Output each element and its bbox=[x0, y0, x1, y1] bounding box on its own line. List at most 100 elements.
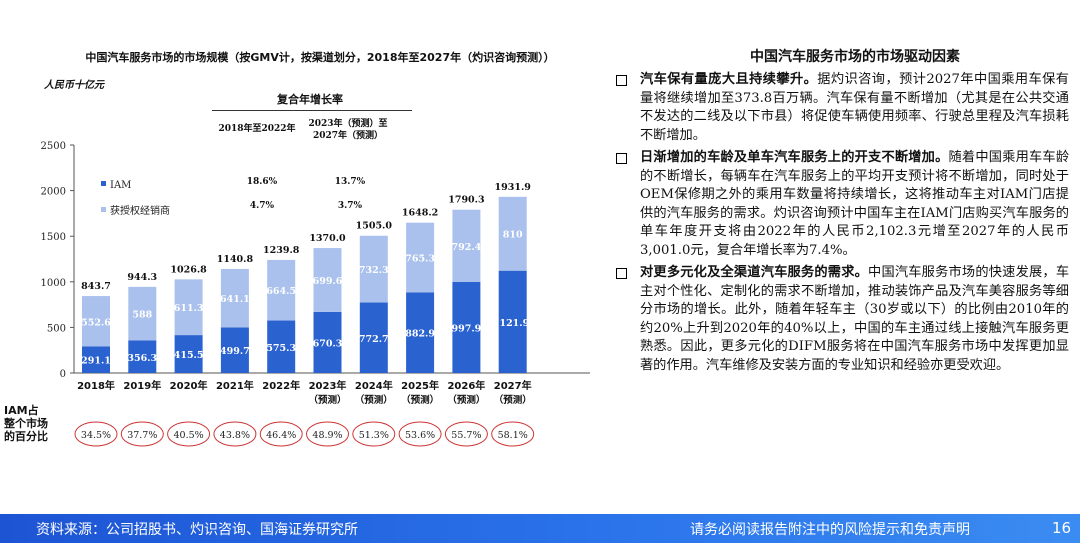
driver-body: 中国汽车服务市场的快速发展，车主对个性化、定制化的需求不断增加，推动装饰产品及汽… bbox=[640, 265, 1070, 373]
drivers-list: 汽车保有量庞大且持续攀升。据灼识咨询，预计2027年中国乘用车保有量将继续增加至… bbox=[614, 71, 1069, 379]
bar-dealer bbox=[220, 268, 249, 328]
data-label-total: 1931.9 bbox=[495, 182, 532, 193]
bar-iam bbox=[359, 302, 388, 373]
cagr-dealer-period-2: 3.7% bbox=[337, 201, 363, 211]
iam-share-value: 55.7% bbox=[451, 430, 481, 441]
bar-dealer bbox=[313, 248, 342, 312]
data-label-total: 944.3 bbox=[127, 272, 157, 283]
iam-share-circle bbox=[352, 421, 396, 447]
data-label-iam: 575.3 bbox=[266, 343, 296, 354]
bar-dealer bbox=[406, 222, 435, 293]
y-tick-label: 0 bbox=[60, 369, 66, 380]
x-tick-note: （预测） bbox=[401, 394, 439, 406]
iam-share-value: 51.3% bbox=[359, 430, 389, 441]
y-unit-label: 人民币十亿元 bbox=[44, 80, 104, 91]
data-label-total: 1239.8 bbox=[263, 245, 300, 256]
bar-dealer bbox=[128, 286, 157, 341]
legend-label-dealer: 获授权经销商 bbox=[110, 204, 170, 217]
driver-body: 随着中国乘用车车龄的不断增长，每辆车在汽车服务上的平均开支预计将不断增加，同时处… bbox=[640, 150, 1070, 258]
data-label-dealer: 732.3 bbox=[359, 265, 389, 276]
data-label-dealer: 765.3 bbox=[405, 254, 435, 265]
driver-heading: 汽车保有量庞大且持续攀升。 bbox=[640, 72, 818, 87]
driver-item: 日渐增加的车龄及单车汽车服务上的开支不断增加。随着中国乘用车车龄的不断增长，每辆… bbox=[614, 149, 1069, 260]
iam-share-circle bbox=[306, 421, 349, 447]
data-label-dealer: 641.1 bbox=[220, 294, 250, 305]
driver-item: 对更多元化及全渠道汽车服务的需求。中国汽车服务市场的快速发展，车主对个性化、定制… bbox=[614, 264, 1069, 375]
bar-iam bbox=[267, 320, 296, 373]
cagr-period-1: 2018年至2022年 bbox=[218, 124, 296, 134]
iam-share-label-line1: IAM占 bbox=[4, 404, 39, 417]
bar-dealer bbox=[359, 235, 388, 303]
iam-share-value: 53.6% bbox=[405, 430, 435, 441]
data-label-iam: 882.9 bbox=[405, 329, 435, 340]
y-tick-label: 2000 bbox=[41, 187, 66, 198]
iam-share-circle bbox=[213, 421, 257, 447]
data-label-iam: 670.3 bbox=[313, 338, 343, 349]
y-tick-label: 1000 bbox=[41, 278, 66, 289]
x-tick-label: 2022年 bbox=[262, 379, 300, 392]
iam-share-circle bbox=[167, 421, 211, 447]
iam-share-value: 46.4% bbox=[266, 430, 296, 441]
bar-iam bbox=[220, 327, 249, 373]
data-label-dealer: 552.6 bbox=[81, 317, 111, 328]
x-tick-note: （预测） bbox=[308, 394, 346, 406]
data-label-dealer: 699.6 bbox=[313, 276, 343, 287]
iam-share-circle bbox=[259, 421, 303, 447]
y-tick-label: 1500 bbox=[41, 232, 66, 243]
data-label-dealer: 810 bbox=[503, 230, 523, 241]
cagr-title: 复合年增长率 bbox=[277, 93, 343, 106]
data-label-dealer: 792.4 bbox=[452, 242, 482, 253]
data-label-total: 843.7 bbox=[81, 281, 111, 292]
x-tick-label: 2026年 bbox=[447, 379, 485, 392]
y-tick-label: 500 bbox=[47, 323, 66, 334]
x-tick-note: （预测） bbox=[494, 394, 532, 406]
cagr-dealer-period-1: 4.7% bbox=[249, 201, 275, 211]
data-label-iam: 356.3 bbox=[127, 353, 157, 364]
x-tick-label: 2020年 bbox=[170, 379, 208, 392]
iam-share-label-line2: 整个市场 bbox=[4, 417, 48, 430]
iam-share-label: IAM占 整个市场 的百分比 bbox=[4, 404, 48, 443]
iam-share-label-line3: 的百分比 bbox=[4, 430, 48, 443]
data-label-iam: 415.5 bbox=[174, 350, 204, 361]
driver-heading: 对更多元化及全渠道汽车服务的需求。 bbox=[640, 265, 869, 280]
y-tick-label: 2500 bbox=[41, 141, 66, 152]
data-label-total: 1505.0 bbox=[356, 221, 393, 232]
iam-share-value: 34.5% bbox=[81, 430, 111, 441]
bar-iam bbox=[174, 335, 203, 373]
bar-dealer bbox=[174, 279, 203, 336]
bar-dealer bbox=[452, 209, 481, 282]
x-tick-label: 2023年 bbox=[309, 379, 347, 392]
legend-label-iam: IAM bbox=[110, 180, 131, 191]
cagr-period-2-line1: 2023年（预测）至 bbox=[308, 119, 388, 129]
iam-share-value: 40.5% bbox=[174, 430, 204, 441]
bar-iam bbox=[498, 270, 527, 373]
checkbox-bullet-icon bbox=[616, 268, 627, 279]
footer-source: 资料来源：公司招股书、灼识咨询、国海证券研究所 bbox=[36, 522, 358, 538]
driver-heading: 日渐增加的车龄及单车汽车服务上的开支不断增加。 bbox=[640, 150, 949, 165]
driver-body: 据灼识咨询，预计2027年中国乘用车保有量将继续增加至373.8百万辆。汽车保有… bbox=[640, 72, 1069, 143]
stacked-bar-chart: 0 500 1000 1500 2000 2500 291.1 552.6 843.7 2018年… bbox=[41, 141, 590, 447]
footer-bar bbox=[0, 514, 1080, 543]
driver-item: 汽车保有量庞大且持续攀升。据灼识咨询，预计2027年中国乘用车保有量将继续增加至… bbox=[614, 71, 1069, 145]
iam-share-value: 37.7% bbox=[127, 430, 157, 441]
x-tick-label: 2021年 bbox=[216, 379, 254, 392]
iam-share-circle bbox=[120, 421, 164, 447]
cagr-period-2: 2023年（预测）至 2027年（预测） bbox=[303, 118, 393, 142]
checkbox-bullet-icon bbox=[616, 153, 627, 164]
x-tick-note: （预测） bbox=[355, 394, 393, 406]
bar-iam bbox=[406, 292, 435, 373]
data-label-iam: 499.7 bbox=[220, 346, 250, 357]
data-label-total: 1370.0 bbox=[309, 233, 346, 244]
x-tick-label: 2027年 bbox=[494, 379, 532, 392]
data-label-iam: 772.7 bbox=[359, 334, 389, 345]
x-tick-label: 2024年 bbox=[355, 379, 393, 392]
x-tick-label: 2019年 bbox=[123, 379, 161, 392]
data-label-total: 1790.3 bbox=[448, 195, 484, 206]
data-label-dealer: 611.3 bbox=[174, 303, 204, 314]
page-number: 16 bbox=[1052, 519, 1072, 537]
data-label-dealer: 588 bbox=[132, 310, 152, 321]
cagr-iam-period-2: 13.7% bbox=[334, 177, 366, 187]
bar-dealer bbox=[498, 196, 527, 271]
checkbox-bullet-icon bbox=[616, 75, 627, 86]
iam-share-circle bbox=[74, 421, 118, 447]
